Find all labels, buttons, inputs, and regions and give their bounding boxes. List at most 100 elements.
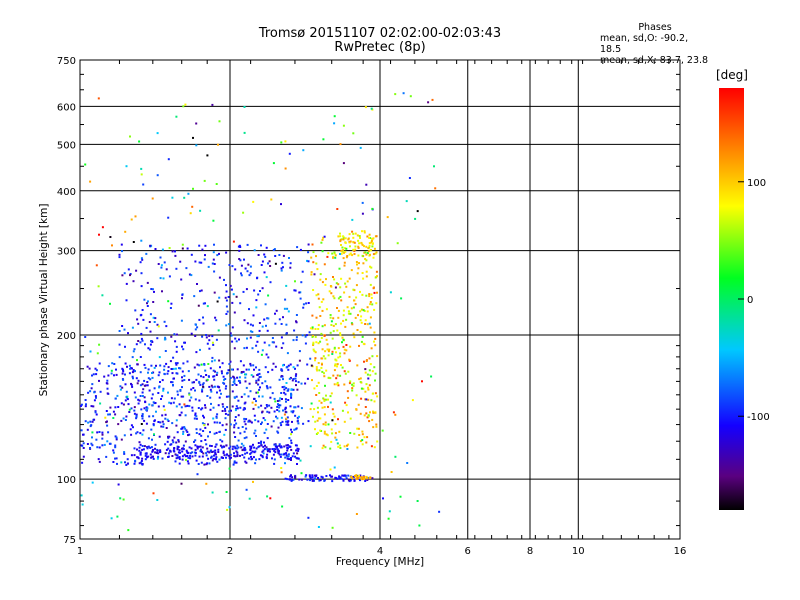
scatter-point xyxy=(227,395,230,398)
scatter-point xyxy=(91,481,94,484)
scatter-point xyxy=(400,297,403,300)
scatter-point xyxy=(245,418,248,421)
scatter-point xyxy=(269,497,272,500)
scatter-point xyxy=(282,316,284,319)
scatter-point xyxy=(131,326,134,329)
scatter-point xyxy=(368,322,371,325)
scatter-point xyxy=(325,433,328,436)
scatter-point xyxy=(315,385,318,387)
scatter-point xyxy=(82,442,85,445)
scatter-point xyxy=(97,285,100,288)
scatter-point xyxy=(373,366,376,369)
scatter-point xyxy=(228,264,231,266)
scatter-point xyxy=(234,419,236,422)
scatter-point xyxy=(276,448,279,451)
scatter-point xyxy=(321,348,324,351)
scatter-point xyxy=(332,330,335,333)
scatter-point xyxy=(339,374,342,377)
scatter-point xyxy=(187,370,190,373)
scatter-point xyxy=(331,526,334,529)
scatter-point xyxy=(112,461,115,463)
scatter-point xyxy=(216,300,219,303)
scatter-point xyxy=(310,256,313,259)
scatter-point xyxy=(130,218,133,221)
scatter-point xyxy=(340,477,343,480)
scatter-point xyxy=(318,369,321,372)
scatter-point xyxy=(118,356,121,359)
scatter-point xyxy=(137,402,140,405)
scatter-point xyxy=(124,230,127,233)
scatter-point xyxy=(271,448,274,451)
scatter-point xyxy=(339,476,342,479)
scatter-point xyxy=(150,428,153,431)
scatter-point xyxy=(236,376,239,379)
scatter-point xyxy=(198,433,201,436)
scatter-point xyxy=(186,404,189,407)
scatter-point xyxy=(238,338,240,341)
scatter-point xyxy=(157,263,160,265)
scatter-point xyxy=(211,356,214,359)
scatter-point xyxy=(149,244,152,247)
scatter-point xyxy=(162,405,165,408)
scatter-point xyxy=(175,115,178,118)
scatter-point xyxy=(367,377,370,380)
scatter-point xyxy=(250,447,253,450)
scatter-point xyxy=(286,420,288,423)
scatter-point xyxy=(336,363,339,366)
scatter-point xyxy=(176,333,178,336)
scatter-point xyxy=(123,451,126,454)
scatter-point xyxy=(286,446,289,449)
scatter-point xyxy=(309,479,311,482)
scatter-point xyxy=(321,309,324,312)
scatter-point xyxy=(388,510,391,513)
scatter-point xyxy=(211,335,214,338)
scatter-point xyxy=(292,366,295,369)
scatter-point xyxy=(142,448,145,451)
scatter-point xyxy=(259,454,262,457)
scatter-point xyxy=(368,295,371,298)
scatter-point xyxy=(322,444,325,447)
scatter-point xyxy=(126,462,129,465)
scatter-point xyxy=(255,381,258,384)
scatter-point xyxy=(315,294,318,297)
scatter-point xyxy=(280,445,283,448)
scatter-point xyxy=(319,273,322,276)
scatter-point xyxy=(125,299,128,302)
scatter-point xyxy=(167,437,170,440)
scatter-point xyxy=(215,338,218,341)
scatter-point xyxy=(260,423,262,425)
scatter-point xyxy=(206,154,209,157)
scatter-point xyxy=(341,336,344,339)
scatter-point xyxy=(274,451,277,454)
scatter-point xyxy=(314,359,316,362)
scatter-point xyxy=(187,192,190,195)
scatter-point xyxy=(151,393,154,396)
scatter-point xyxy=(151,376,154,379)
scatter-point xyxy=(86,428,89,431)
scatter-point xyxy=(369,477,372,480)
scatter-point xyxy=(203,258,206,261)
scatter-point xyxy=(182,105,185,108)
scatter-point xyxy=(208,385,211,388)
scatter-point xyxy=(271,368,274,371)
colorbar-tick-label: 0 xyxy=(747,295,753,306)
scatter-point xyxy=(94,411,97,414)
scatter-point xyxy=(184,405,187,408)
scatter-point xyxy=(331,419,334,422)
scatter-point xyxy=(371,370,374,373)
scatter-point xyxy=(258,388,261,391)
scatter-point xyxy=(329,316,332,319)
scatter-point xyxy=(295,336,298,339)
scatter-point xyxy=(139,443,142,446)
scatter-point xyxy=(325,394,327,397)
scatter-point xyxy=(349,345,352,348)
scatter-point xyxy=(122,370,125,373)
scatter-point xyxy=(370,445,373,448)
scatter-point xyxy=(111,362,114,365)
scatter-point xyxy=(274,448,277,451)
scatter-point xyxy=(220,370,223,373)
scatter-point xyxy=(265,246,268,249)
scatter-point xyxy=(298,359,301,362)
x-tick-label: 6 xyxy=(465,546,471,557)
scatter-point xyxy=(153,321,156,323)
